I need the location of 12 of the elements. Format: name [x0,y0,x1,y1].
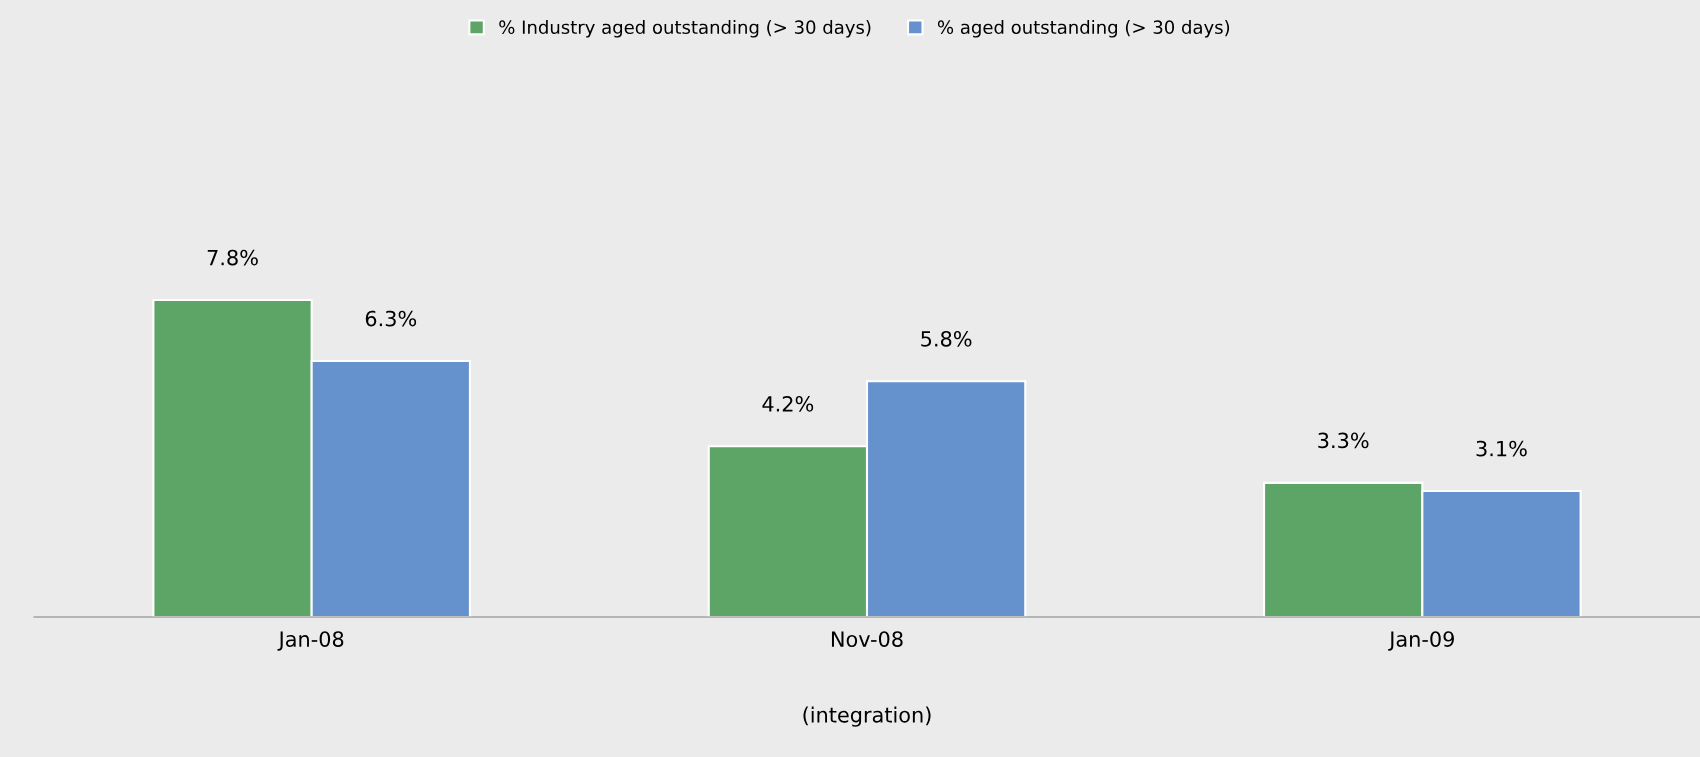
data-label: 5.8% [921,330,972,347]
data-label: 3.3% [1318,432,1369,449]
data-label: 4.2% [762,395,814,412]
x-tick-label: Jan-09 [1388,631,1454,651]
legend-label: % Industry aged outstanding (> 30 days) [499,20,871,38]
legend-label: % aged outstanding (> 30 days) [937,20,1230,38]
data-label: 3.1% [1476,440,1527,457]
x-tick-label: Jan-08 [277,631,344,651]
data-label: 6.3% [365,310,417,327]
data-label: 7.8% [207,249,258,266]
x-tick-label: Nov-08 [831,631,903,647]
x-axis-title: (integration) [803,706,931,727]
